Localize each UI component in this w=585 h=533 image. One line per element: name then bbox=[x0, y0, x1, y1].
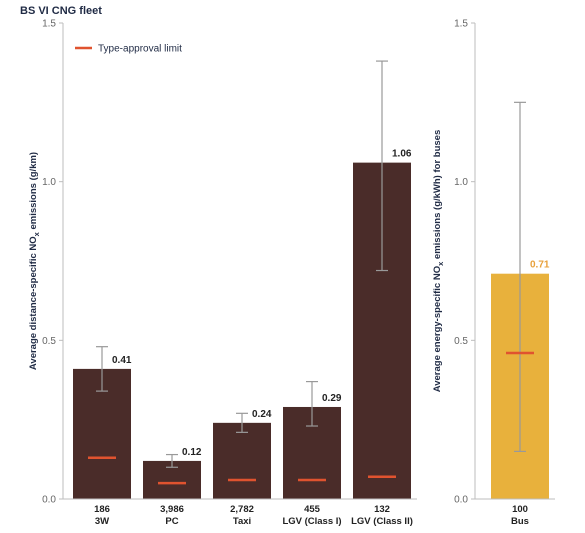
right-tick-label: 1.5 bbox=[454, 19, 468, 30]
left-category-name: LGV (Class II) bbox=[351, 516, 413, 527]
right-value-label: 0.71 bbox=[530, 260, 550, 271]
right-category-count: 100 bbox=[512, 504, 528, 515]
chart-title: BS VI CNG fleet bbox=[20, 5, 102, 17]
left-category-count: 2,782 bbox=[230, 504, 254, 515]
left-category-count: 186 bbox=[94, 504, 110, 515]
legend-label: Type-approval limit bbox=[98, 44, 182, 55]
left-category-name: 3W bbox=[95, 516, 109, 527]
left-category-name: LGV (Class I) bbox=[282, 516, 341, 527]
left-value-label: 0.12 bbox=[182, 447, 202, 458]
left-value-label: 1.06 bbox=[392, 149, 412, 160]
right-category-name: Bus bbox=[511, 516, 529, 527]
left-category-count: 455 bbox=[304, 504, 321, 515]
left-tick-label: 1.0 bbox=[42, 177, 56, 188]
right-y-axis-title: Average energy-specific NOx emissions (g… bbox=[432, 130, 445, 393]
left-y-axis-title: Average distance-specific NOx emissions … bbox=[28, 152, 41, 370]
left-value-label: 0.41 bbox=[112, 355, 132, 366]
left-bar bbox=[213, 422, 271, 499]
left-tick-label: 0.0 bbox=[42, 495, 56, 506]
left-category-count: 132 bbox=[374, 504, 390, 515]
left-value-label: 0.29 bbox=[322, 393, 342, 404]
left-tick-label: 0.5 bbox=[42, 336, 56, 347]
left-value-label: 0.24 bbox=[252, 409, 272, 420]
left-category-name: PC bbox=[165, 516, 178, 527]
left-category-count: 3,986 bbox=[160, 504, 184, 515]
right-tick-label: 0.0 bbox=[454, 495, 468, 506]
left-category-name: Taxi bbox=[233, 516, 251, 527]
right-tick-label: 0.5 bbox=[454, 336, 468, 347]
left-tick-label: 1.5 bbox=[42, 19, 56, 30]
right-tick-label: 1.0 bbox=[454, 177, 468, 188]
